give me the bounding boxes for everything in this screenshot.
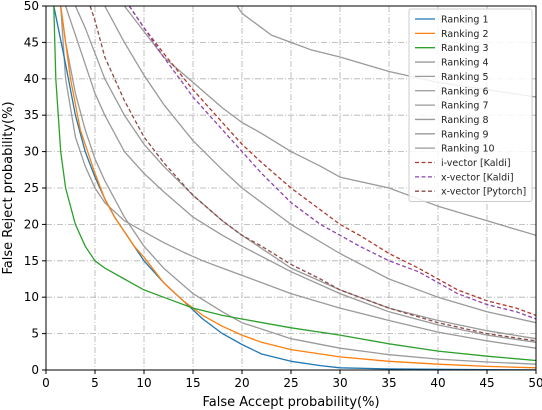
legend-label: Ranking 6 [441, 86, 489, 97]
y-tick-label: 20 [24, 217, 39, 231]
legend-box [408, 8, 533, 203]
legend: Ranking 1 Ranking 2 Ranking 3 Ranking 4 Rank… [408, 8, 533, 203]
y-axis-title: False Reject probability(%) [1, 101, 16, 274]
y-tick-label: 30 [24, 145, 39, 159]
x-tick-label: 30 [332, 376, 347, 390]
x-tick-label: 50 [528, 376, 542, 390]
x-tick-label: 10 [136, 376, 151, 390]
legend-label: x-vector [Kaldi] [441, 172, 514, 183]
x-tick-label: 40 [430, 376, 445, 390]
legend-label: Ranking 1 [441, 15, 489, 26]
y-tick-label: 35 [24, 108, 39, 122]
legend-label: x-vector [Pytorch] [441, 187, 526, 198]
series-line-4 [60, 6, 536, 365]
series-line-3 [53, 6, 536, 362]
series-line-7 [64, 6, 536, 343]
legend-label: Ranking 8 [441, 115, 489, 126]
y-tick-label: 50 [24, 0, 39, 13]
x-tick-label: 5 [91, 376, 99, 390]
series-line-12 [128, 6, 536, 320]
series-line-2 [60, 6, 536, 369]
series-lines [53, 6, 536, 370]
x-axis-title: False Accept probability(%) [202, 395, 379, 410]
legend-label: Ranking 3 [441, 43, 489, 54]
x-tick-labels: 0 5 10 15 20 25 30 35 40 45 50 [42, 370, 542, 390]
x-tick-label: 35 [381, 376, 396, 390]
legend-label: Ranking 5 [441, 72, 489, 83]
y-tick-labels: 0 5 10 15 20 25 30 35 40 45 50 [24, 0, 46, 377]
series-line-10 [60, 6, 536, 349]
y-tick-label: 25 [24, 181, 39, 195]
series-line-6 [123, 6, 536, 236]
series-line-13 [89, 6, 536, 342]
y-tick-label: 0 [31, 363, 39, 377]
series-line-11 [128, 6, 536, 317]
x-tick-label: 0 [42, 376, 50, 390]
y-tick-label: 5 [31, 327, 39, 341]
y-tick-label: 40 [24, 72, 39, 86]
legend-label: Ranking 7 [441, 101, 489, 112]
legend-label: Ranking 4 [441, 58, 489, 69]
legend-label: Ranking 2 [441, 29, 489, 40]
x-tick-label: 20 [234, 376, 249, 390]
x-tick-label: 25 [283, 376, 298, 390]
x-tick-label: 45 [479, 376, 494, 390]
y-tick-label: 15 [24, 254, 39, 268]
x-tick-label: 15 [185, 376, 200, 390]
series-line-9 [104, 6, 536, 324]
y-tick-label: 10 [24, 290, 39, 304]
legend-label: Ranking 9 [441, 129, 489, 140]
legend-label: i-vector [Kaldi] [441, 158, 511, 169]
legend-label: Ranking 10 [441, 144, 495, 155]
y-tick-label: 45 [24, 35, 39, 49]
